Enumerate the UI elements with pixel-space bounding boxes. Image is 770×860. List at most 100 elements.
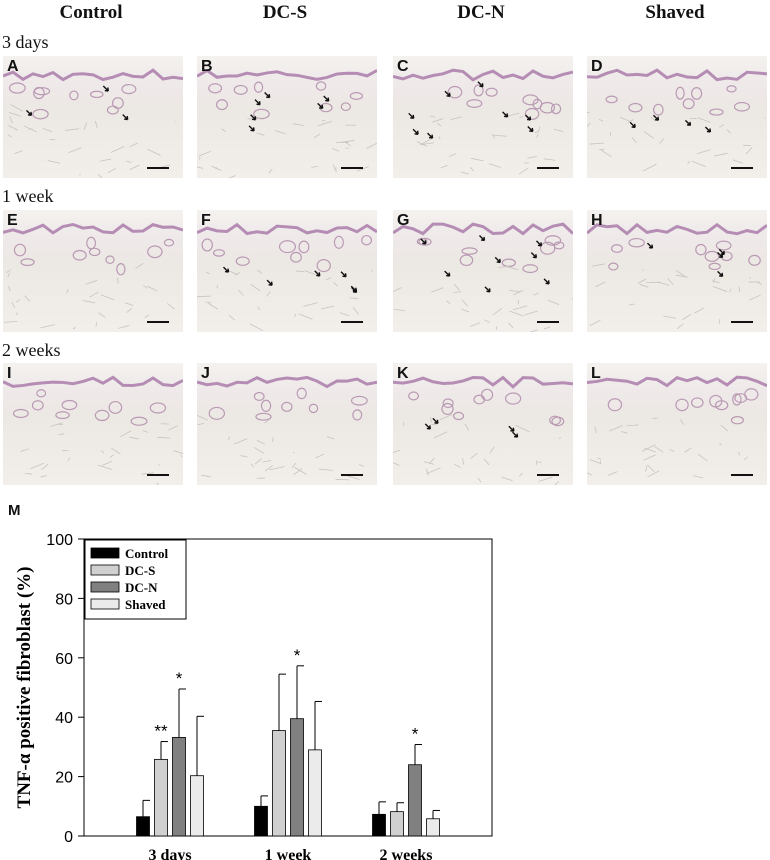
column-header-control: Control: [59, 2, 123, 23]
scale-bar: [147, 167, 169, 169]
x-tick-label: 3 days: [148, 847, 191, 860]
row-label: 3 days: [2, 32, 49, 52]
plot-frame: [83, 538, 493, 837]
bar: [172, 736, 186, 837]
panel-letter: F: [201, 212, 211, 229]
bar: [272, 730, 286, 837]
tissue-image: [3, 222, 183, 330]
y-tick-label: 0: [64, 829, 73, 846]
annotation-arrow: [266, 279, 273, 286]
scale-bar: [341, 474, 363, 476]
histology-panel: L: [587, 363, 767, 485]
row-label: 2 weeks: [2, 340, 61, 360]
annotation-arrow: [222, 266, 230, 273]
scale-bar: [147, 321, 169, 323]
tissue-image: [393, 375, 573, 485]
tissue-image: [3, 68, 183, 178]
tissue-image: [587, 375, 767, 479]
annotation-arrow: [102, 85, 109, 92]
annotation-arrow: [340, 271, 347, 278]
bar: [308, 749, 322, 837]
legend-label: DC-N: [125, 580, 158, 595]
significance-marker: *: [412, 725, 419, 744]
y-tick-label: 20: [55, 770, 73, 787]
panel-letter: E: [7, 212, 18, 229]
tissue-image: [197, 68, 377, 178]
scale-bar: [537, 167, 559, 169]
legend-swatch: [90, 581, 120, 593]
annotation-arrow: [25, 109, 33, 117]
annotation-arrow: [477, 81, 484, 88]
annotation-arrow: [122, 114, 129, 121]
annotation-arrow: [512, 431, 519, 438]
y-tick-label: 60: [55, 651, 73, 668]
annotation-arrow: [543, 278, 550, 285]
annotation-arrow: [484, 286, 491, 293]
y-tick-label: 80: [55, 591, 73, 608]
annotation-arrow: [652, 114, 660, 121]
annotation-arrow: [704, 126, 712, 133]
histology-panel: F: [197, 210, 377, 332]
scale-bar: [731, 474, 753, 476]
scale-bar: [341, 167, 363, 169]
significance-marker: *: [176, 669, 183, 688]
column-header-dc-s: DC-S: [262, 2, 308, 23]
annotation-arrow: [323, 95, 330, 102]
annotation-arrow: [525, 114, 532, 121]
bar: [154, 758, 168, 837]
significance-marker: *: [294, 646, 301, 665]
histology-panel: I: [3, 363, 183, 485]
x-tick-label: 1 week: [265, 847, 312, 860]
annotation-arrow: [718, 248, 726, 256]
legend-swatch: [90, 547, 120, 559]
bar: [426, 818, 440, 837]
panel-letter: B: [201, 58, 213, 75]
tissue-image: [197, 375, 377, 481]
scale-bar: [537, 321, 559, 323]
panel-letter: A: [7, 58, 19, 75]
annotation-arrow: [314, 270, 321, 277]
tissue-image: [3, 375, 183, 485]
y-axis-label: TNF-α positive fibroblast (%): [14, 567, 35, 809]
scale-bar: [537, 474, 559, 476]
histology-panel: E: [3, 210, 183, 332]
annotation-arrow: [350, 285, 357, 292]
annotation-arrow: [248, 125, 255, 132]
annotation-arrow: [424, 423, 431, 430]
annotation-arrow: [527, 125, 534, 133]
scale-bar: [341, 321, 363, 323]
panel-letter: C: [397, 58, 409, 75]
annotation-arrow: [444, 90, 451, 97]
annotation-arrow: [684, 119, 692, 127]
annotation-arrow: [508, 425, 515, 432]
tnf-bar-chart: 0 20 40 60 80 100 TNF-α positive fibroblast (%…: [14, 532, 493, 860]
scale-bar: [147, 474, 169, 476]
histology-panel: H: [587, 210, 767, 332]
histology-panel: A: [3, 56, 183, 178]
legend-label: Shaved: [125, 597, 166, 612]
bar: [190, 775, 204, 837]
histology-panel: D: [587, 56, 767, 178]
significance-marker: **: [154, 722, 168, 741]
panel-letter: D: [591, 58, 603, 75]
tissue-image: [587, 68, 767, 172]
histology-panel: B: [197, 56, 377, 178]
annotation-arrow: [408, 112, 415, 120]
annotation-arrow: [317, 102, 324, 110]
chart-panel-label: M: [8, 502, 21, 519]
tissue-image: [393, 222, 573, 332]
annotation-arrow: [494, 256, 501, 264]
annotation-arrow: [250, 114, 257, 121]
annotation-arrow: [432, 417, 439, 425]
y-tick-label: 40: [55, 710, 73, 727]
annotation-arrow: [646, 242, 654, 249]
column-header-shaved: Shaved: [645, 2, 705, 23]
legend-label: DC-S: [125, 563, 155, 578]
legend-label: Control: [125, 546, 168, 561]
y-tick-label: 100: [46, 532, 73, 549]
bar: [408, 764, 422, 837]
tissue-image: [587, 222, 767, 329]
column-header-dc-n: DC-N: [457, 2, 505, 23]
bar: [390, 811, 404, 837]
bar: [254, 805, 268, 837]
